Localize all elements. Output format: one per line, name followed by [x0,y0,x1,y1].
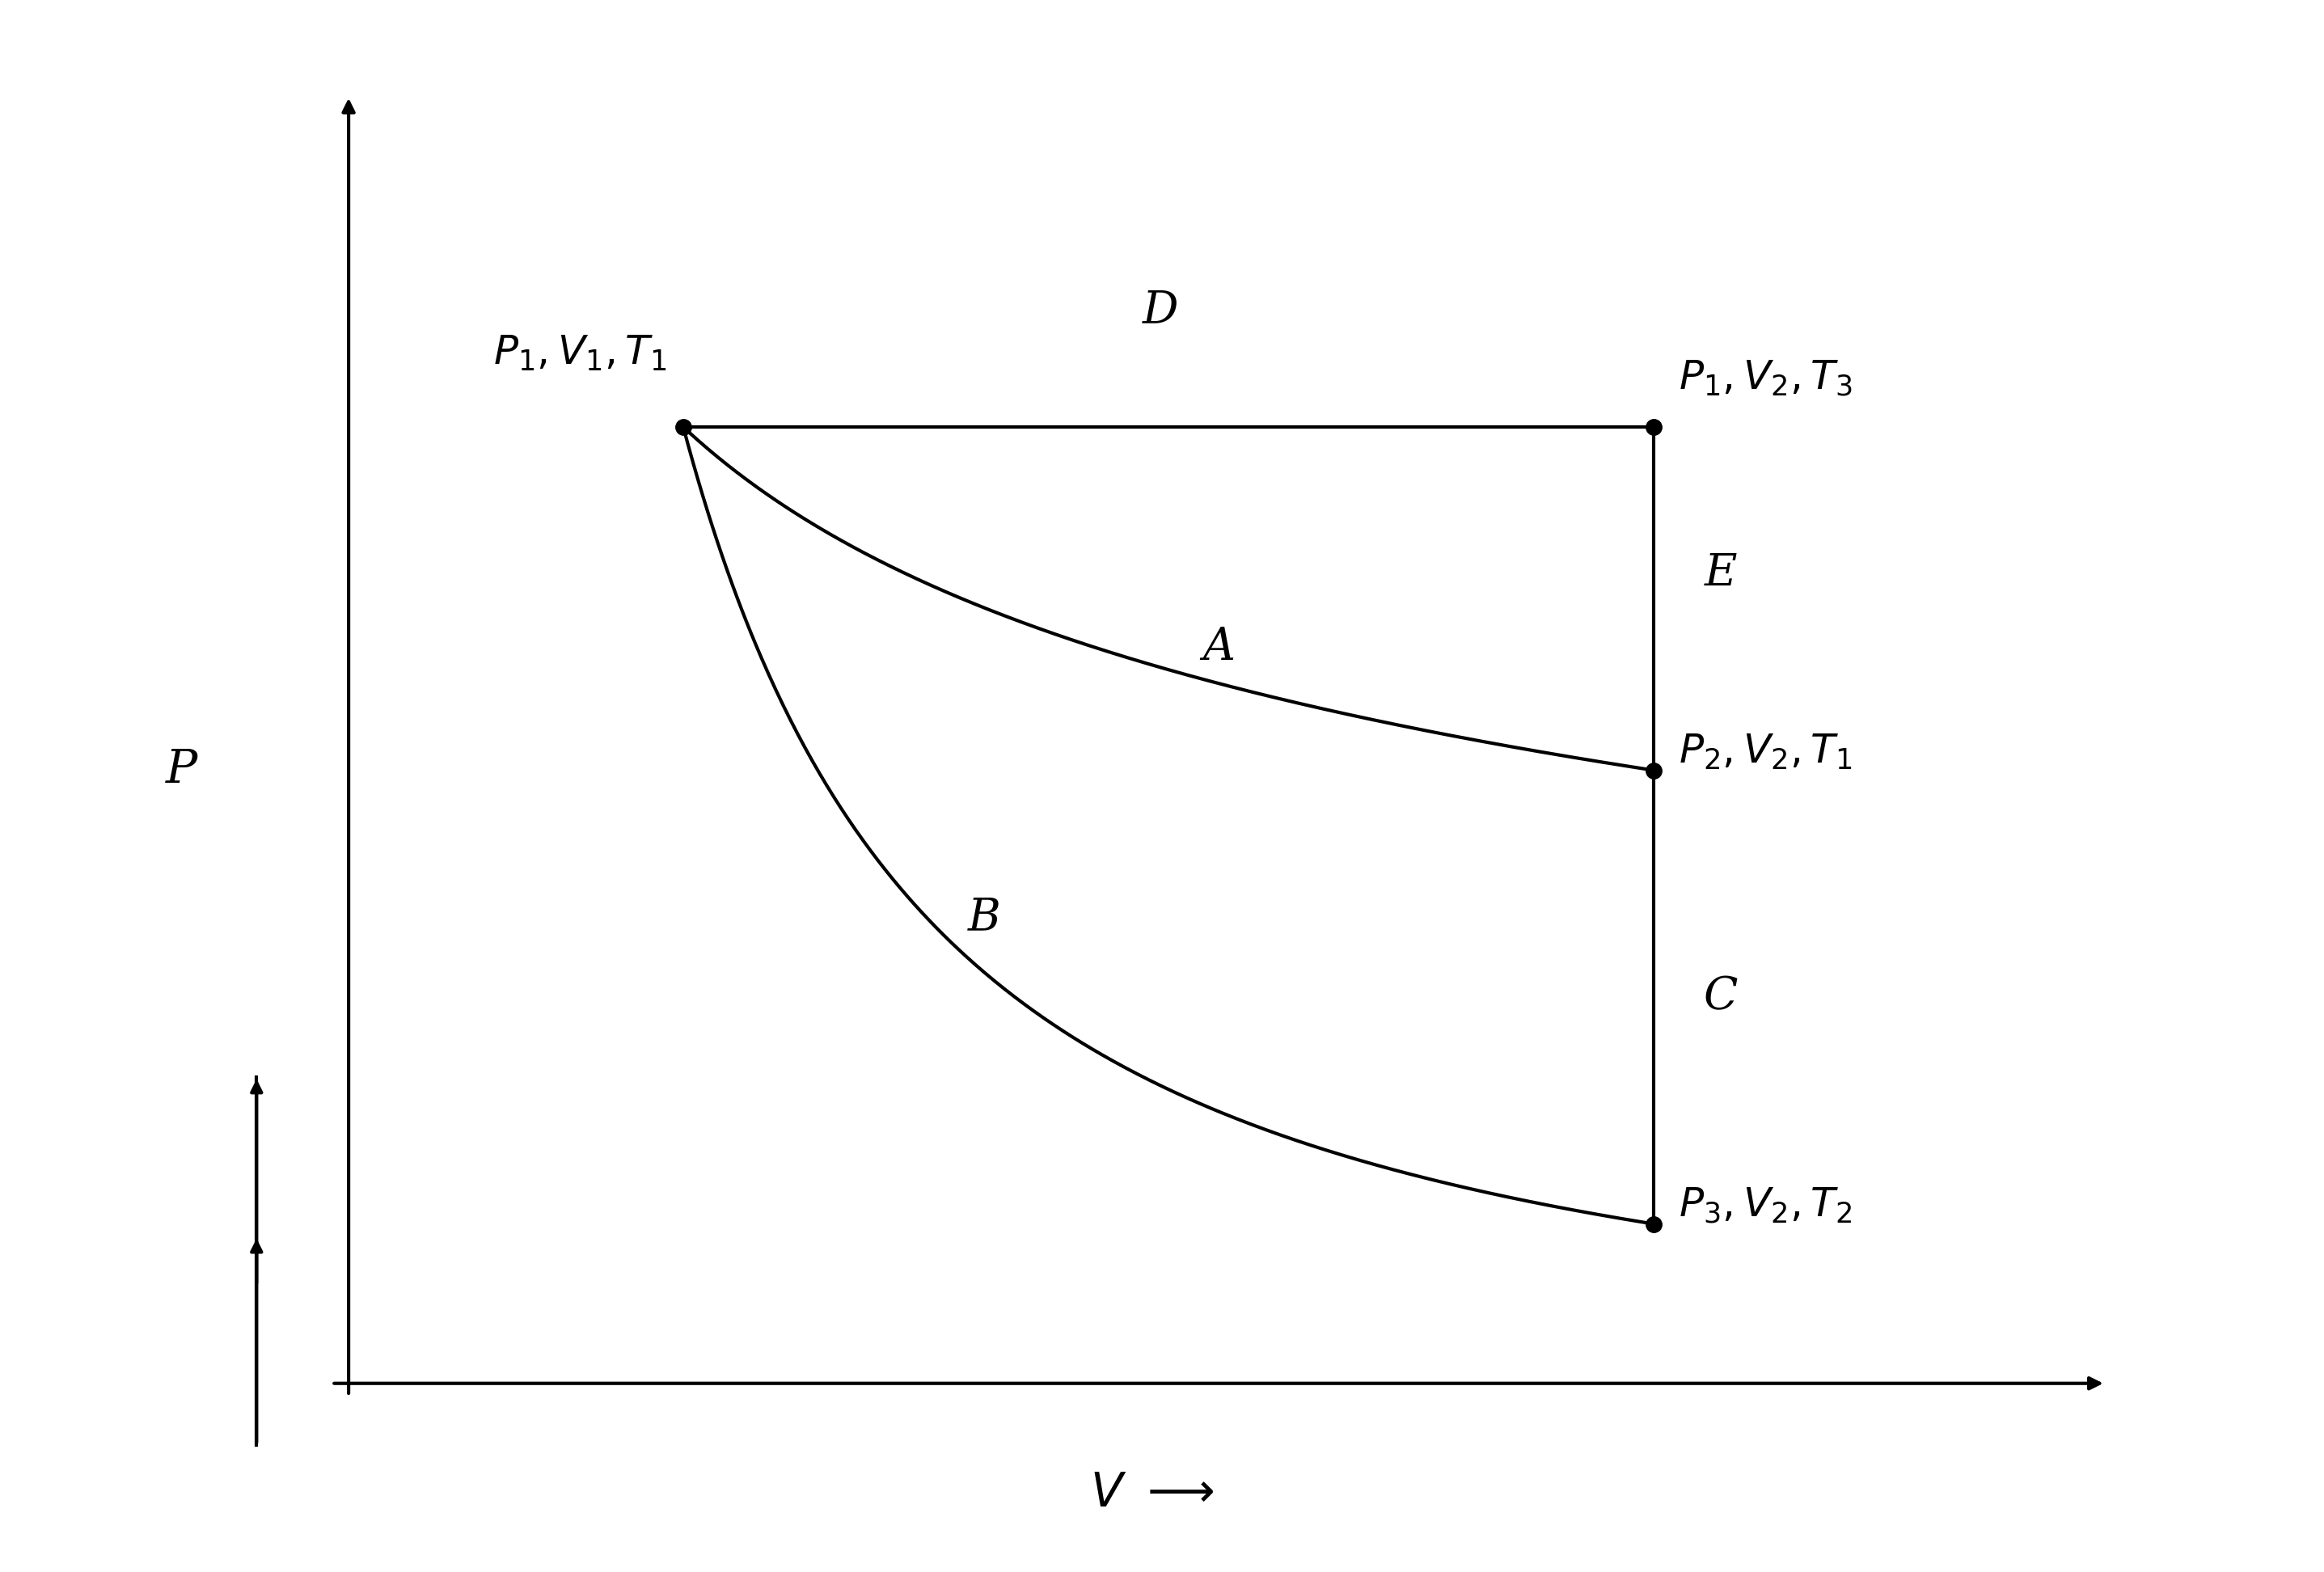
Text: E: E [1703,552,1736,596]
Text: $P_2, V_2, T_1$: $P_2, V_2, T_1$ [1678,733,1852,772]
Text: P: P [165,747,198,794]
Text: A: A [1202,626,1234,670]
Text: $P_1, V_2, T_3$: $P_1, V_2, T_3$ [1678,358,1852,398]
Text: $P_1, V_1, T_1$: $P_1, V_1, T_1$ [493,333,667,374]
Text: D: D [1141,288,1178,333]
Text: C: C [1703,975,1738,1019]
Text: B: B [969,896,1002,940]
Text: $P_3, V_2, T_2$: $P_3, V_2, T_2$ [1678,1185,1852,1226]
Text: $V\ \longrightarrow$: $V\ \longrightarrow$ [1090,1471,1213,1517]
